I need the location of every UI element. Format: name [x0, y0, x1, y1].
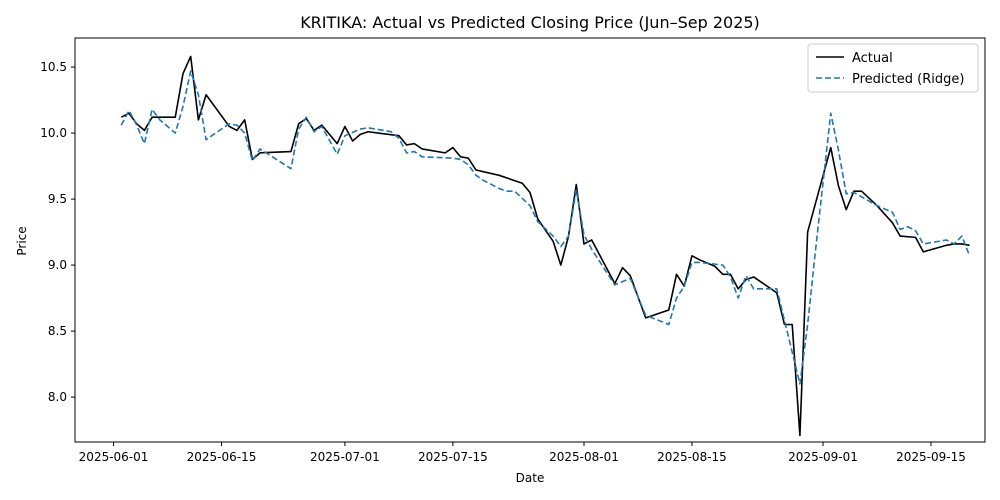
x-tick-label: 2025-07-15 — [418, 450, 488, 464]
axis-ticks: 2025-06-01 2025-06-15 2025-07-01 2025-07-15… — [40, 60, 966, 464]
x-tick-label: 2025-08-15 — [657, 450, 727, 464]
y-tick-label: 8.0 — [48, 390, 67, 404]
legend: Actual Predicted (Ridge) — [807, 43, 979, 93]
series-line-predicted — [120, 70, 971, 385]
plot-area — [74, 37, 986, 443]
y-tick-label: 10.0 — [40, 126, 67, 140]
x-tick-label: 2025-09-01 — [788, 450, 858, 464]
x-tick-label: 2025-09-15 — [896, 450, 966, 464]
y-tick-label: 8.5 — [48, 324, 67, 338]
series-line-actual — [120, 55, 970, 437]
x-tick-label: 2025-06-01 — [79, 450, 149, 464]
y-tick-label: 10.5 — [40, 60, 67, 74]
x-tick-label: 2025-08-01 — [549, 450, 619, 464]
plot-frame — [74, 37, 986, 443]
legend-box — [807, 43, 979, 93]
y-tick-label: 9.0 — [48, 258, 67, 272]
y-tick-label: 9.5 — [48, 192, 67, 206]
legend-label: Predicted (Ridge) — [852, 72, 964, 87]
x-tick-label: 2025-06-15 — [187, 450, 257, 464]
legend-label: Actual — [852, 51, 893, 66]
x-axis-label: Date — [516, 471, 545, 485]
y-axis-label: Price — [15, 226, 29, 255]
x-tick-label: 2025-07-01 — [310, 450, 380, 464]
chart-title: KRITIKA: Actual vs Predicted Closing Pri… — [300, 13, 760, 32]
